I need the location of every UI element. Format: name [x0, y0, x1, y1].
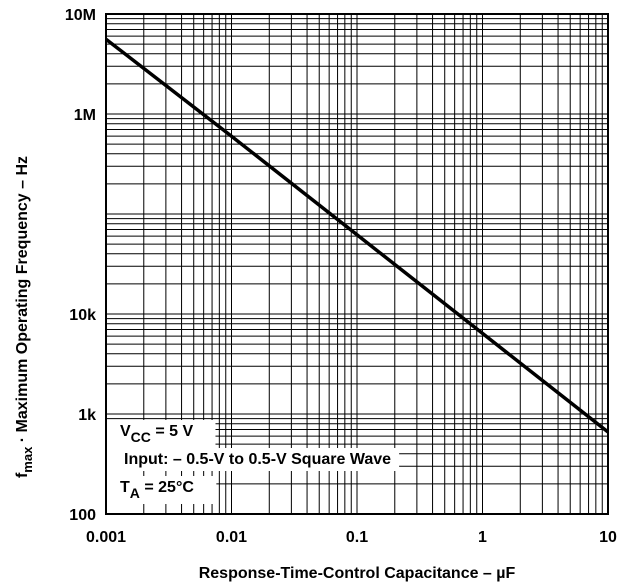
x-axis-label: Response-Time-Control Capacitance – µF [199, 565, 516, 582]
y-tick-label: 10k [69, 307, 96, 324]
condition-background [107, 420, 216, 448]
condition-input: Input: – 0.5-V to 0.5-V Square Wave [124, 451, 391, 468]
x-tick-label: 10 [599, 529, 617, 546]
condition-background [107, 448, 400, 471]
x-tick-label: 0.01 [216, 529, 247, 546]
y-tick-label: 1M [74, 107, 96, 124]
y-axis-label: fmax · Maximum Operating Frequency – Hz [14, 156, 35, 478]
plot-frame [105, 13, 609, 515]
x-tick-label: 0.001 [86, 529, 126, 546]
plot-grid [106, 14, 608, 514]
y-tick-label: 1k [78, 407, 96, 424]
condition-vcc: VCC = 5 V [120, 423, 193, 445]
condition-ta: TA = 25°C [120, 479, 194, 501]
y-tick-label: 10M [65, 7, 96, 24]
x-tick-label: 1 [478, 529, 487, 546]
conditions-box: VCC = 5 V Input: – 0.5-V to 0.5-V Square… [107, 420, 400, 504]
series-line [104, 37, 610, 434]
tick-labels: 0.001 0.01 0.1 1 10 10M 1M 10k 1k 100 [65, 7, 617, 546]
y-tick-label: 100 [69, 507, 96, 524]
x-tick-label: 0.1 [346, 529, 368, 546]
condition-background [107, 476, 217, 504]
